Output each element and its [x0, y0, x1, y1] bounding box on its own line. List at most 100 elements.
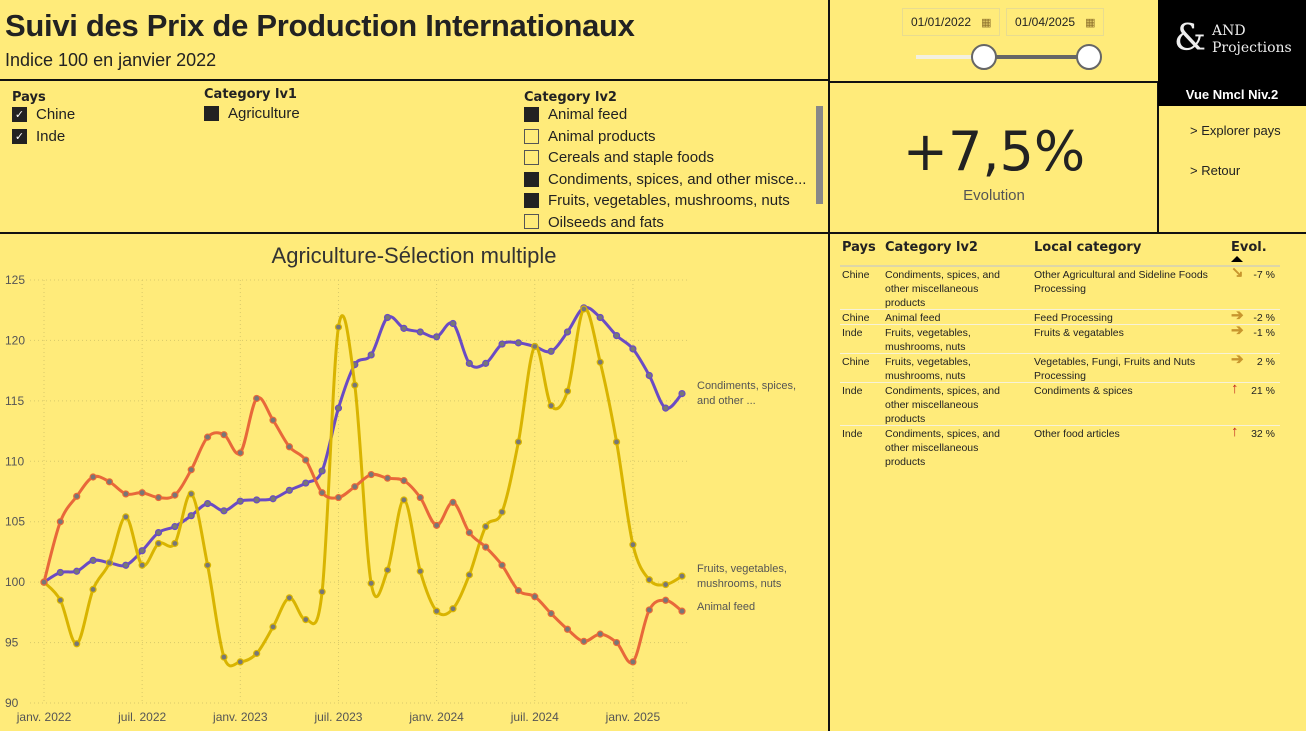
data-point[interactable] — [433, 521, 441, 529]
data-point[interactable] — [662, 580, 670, 589]
slicer-item[interactable]: ✓ Inde — [12, 128, 65, 145]
data-point[interactable] — [318, 489, 326, 497]
select-box[interactable] — [524, 128, 539, 144]
data-point[interactable] — [531, 342, 539, 351]
data-point[interactable] — [612, 638, 621, 647]
slicer-item[interactable]: Animal feed — [524, 106, 627, 123]
data-point[interactable] — [547, 402, 555, 410]
data-point[interactable] — [253, 496, 261, 504]
data-point[interactable] — [269, 623, 277, 631]
data-point[interactable] — [154, 539, 163, 548]
data-point[interactable] — [334, 404, 343, 412]
data-point[interactable] — [612, 438, 621, 446]
data-point[interactable] — [645, 371, 653, 380]
data-point[interactable] — [89, 585, 97, 593]
data-point[interactable] — [187, 466, 195, 474]
data-point[interactable] — [236, 497, 244, 505]
data-point[interactable] — [318, 588, 326, 596]
data-point[interactable] — [318, 467, 326, 475]
calendar-icon[interactable]: ▦ — [981, 16, 992, 29]
data-point[interactable] — [400, 477, 408, 485]
data-point[interactable] — [285, 594, 293, 602]
data-point[interactable] — [269, 495, 277, 503]
end-date-input[interactable]: 01/04/2025 ▦ — [1006, 8, 1105, 36]
data-point[interactable] — [531, 593, 539, 601]
data-point[interactable] — [351, 483, 359, 491]
data-point[interactable] — [563, 328, 572, 336]
data-point[interactable] — [465, 359, 473, 367]
data-point[interactable] — [105, 478, 114, 486]
data-point[interactable] — [449, 605, 457, 613]
data-point[interactable] — [383, 313, 392, 322]
data-point[interactable] — [367, 470, 375, 479]
data-point[interactable] — [203, 561, 212, 569]
data-point[interactable] — [449, 319, 457, 328]
back-button[interactable]: > Retour — [1190, 163, 1241, 178]
data-point[interactable] — [122, 490, 130, 498]
data-point[interactable] — [383, 566, 392, 574]
data-point[interactable] — [563, 625, 572, 633]
data-point[interactable] — [302, 479, 310, 487]
data-point[interactable] — [171, 539, 179, 548]
slicer-item[interactable]: Oilseeds and fats — [524, 214, 664, 230]
data-point[interactable] — [498, 508, 506, 516]
data-point[interactable] — [154, 493, 163, 502]
select-box[interactable] — [204, 106, 219, 121]
data-point[interactable] — [220, 507, 228, 515]
data-point[interactable] — [138, 489, 146, 497]
col-header-pays[interactable]: Pays — [842, 240, 876, 255]
select-box[interactable] — [524, 171, 539, 187]
data-point[interactable] — [73, 567, 81, 575]
sort-ascending-icon[interactable] — [1231, 256, 1243, 262]
data-point[interactable] — [449, 498, 457, 506]
data-point[interactable] — [580, 305, 588, 313]
data-point[interactable] — [400, 496, 408, 504]
data-point[interactable] — [203, 499, 212, 508]
data-point[interactable] — [416, 567, 424, 575]
slicer-item[interactable]: ✓ Chine — [12, 106, 75, 123]
data-point[interactable] — [56, 568, 64, 577]
data-point[interactable] — [678, 607, 686, 615]
data-point[interactable] — [187, 490, 195, 498]
data-point[interactable] — [187, 512, 195, 520]
start-date-input[interactable]: 01/01/2022 ▦ — [902, 8, 1001, 36]
data-point[interactable] — [89, 556, 97, 564]
data-point[interactable] — [416, 493, 424, 502]
slider-start-handle[interactable] — [971, 44, 997, 70]
select-box[interactable] — [524, 107, 539, 122]
data-point[interactable] — [334, 323, 343, 331]
data-point[interactable] — [302, 456, 310, 464]
data-point[interactable] — [514, 438, 523, 446]
data-point[interactable] — [334, 493, 343, 502]
data-point[interactable] — [138, 561, 146, 569]
slicer-item[interactable]: Cereals and staple foods — [524, 149, 714, 166]
data-point[interactable] — [56, 518, 64, 526]
checkbox[interactable]: ✓ — [12, 107, 27, 122]
data-point[interactable] — [498, 561, 506, 569]
data-point[interactable] — [351, 381, 359, 389]
data-point[interactable] — [580, 637, 588, 645]
data-point[interactable] — [253, 649, 261, 658]
data-point[interactable] — [596, 313, 604, 322]
data-point[interactable] — [433, 333, 441, 341]
data-point[interactable] — [105, 559, 114, 567]
data-point[interactable] — [285, 443, 293, 451]
data-point[interactable] — [678, 572, 686, 580]
data-point[interactable] — [678, 390, 686, 398]
data-point[interactable] — [73, 640, 81, 648]
slider-end-handle[interactable] — [1076, 44, 1102, 70]
data-point[interactable] — [203, 433, 212, 441]
checkbox[interactable]: ✓ — [12, 129, 27, 144]
slicer-item[interactable]: Condiments, spices, and other misce... — [524, 171, 806, 188]
data-point[interactable] — [433, 607, 441, 615]
select-box[interactable] — [524, 214, 539, 229]
data-point[interactable] — [40, 578, 48, 586]
data-point[interactable] — [629, 658, 637, 666]
slicer-scrollbar[interactable] — [816, 106, 823, 204]
data-point[interactable] — [645, 606, 653, 614]
data-point[interactable] — [514, 587, 523, 595]
data-point[interactable] — [547, 609, 555, 618]
data-point[interactable] — [416, 328, 424, 336]
data-point[interactable] — [629, 541, 637, 549]
data-point[interactable] — [629, 345, 637, 353]
